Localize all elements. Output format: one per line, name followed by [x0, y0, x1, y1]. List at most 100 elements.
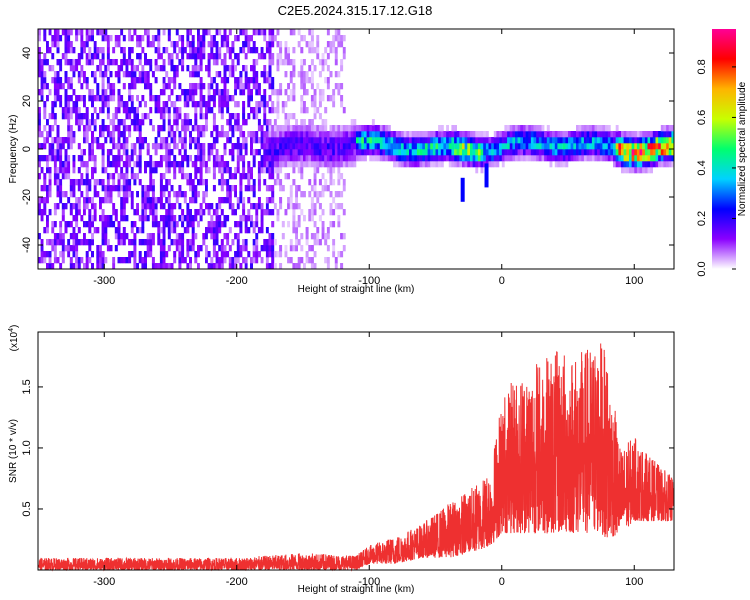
heatmap-cell [456, 161, 460, 168]
heatmap-cell [80, 173, 84, 180]
y-tick-label: 0 [21, 146, 33, 152]
heatmap-cell [159, 227, 163, 234]
heatmap-cell [464, 131, 468, 138]
heatmap-cell [202, 209, 206, 216]
heatmap-cell [342, 209, 346, 216]
heatmap-cell [191, 179, 195, 186]
heatmap-cell [125, 65, 129, 72]
heatmap-cell [48, 29, 52, 36]
heatmap-cell [228, 137, 232, 144]
heatmap-cell [167, 77, 171, 84]
heatmap-cell [395, 149, 399, 156]
heatmap-cell [101, 47, 105, 54]
heatmap-cell [167, 191, 171, 198]
heatmap-cell [138, 257, 142, 264]
heatmap-cell [560, 143, 563, 150]
heatmap-cell [67, 245, 71, 252]
heatmap-cell [173, 155, 177, 162]
heatmap-cell [255, 251, 259, 258]
heatmap-cell [448, 161, 452, 168]
heatmap-cell [210, 233, 214, 240]
heatmap-cell [61, 113, 65, 120]
heatmap-cell [512, 125, 516, 132]
heatmap-cell [144, 251, 147, 258]
heatmap-cell [197, 53, 200, 60]
heatmap-cell [130, 173, 134, 180]
heatmap-cell [321, 227, 325, 234]
heatmap-cell [114, 167, 118, 174]
heatmap-cell [133, 221, 137, 228]
heatmap-cell [273, 179, 277, 186]
heatmap-cell [273, 131, 277, 138]
heatmap-cell [167, 245, 171, 252]
heatmap-cell [631, 131, 635, 138]
y-tick-label: 0.5 [21, 501, 33, 516]
heatmap-cell [279, 161, 283, 168]
snr-panel: -300 -200 -100 0 100 0.51.01.5 Height of str… [8, 325, 675, 595]
heatmap-cell [493, 143, 497, 150]
heatmap-cell [263, 77, 267, 84]
heatmap-cell [530, 143, 534, 150]
heatmap-cell [133, 77, 137, 84]
heatmap-cell [83, 137, 86, 144]
heatmap-cell [671, 161, 675, 168]
heatmap-cell [289, 191, 293, 198]
heatmap-cell [297, 149, 301, 156]
heatmap-cell [141, 137, 145, 144]
heatmap-cell [46, 239, 49, 246]
heatmap-cell [159, 173, 163, 180]
heatmap-cell [170, 209, 174, 216]
heatmap-cell [40, 77, 44, 84]
heatmap-cell [99, 263, 102, 270]
heatmap-cell [183, 173, 187, 180]
heatmap-cell [300, 257, 304, 264]
heatmap-cell [271, 101, 275, 108]
heatmap-cell [509, 149, 513, 156]
heatmap-cell [409, 161, 412, 168]
heatmap-cell [284, 113, 288, 120]
heatmap-cell [93, 191, 97, 198]
heatmap-cell [318, 191, 322, 198]
heatmap-cell [464, 137, 468, 144]
heatmap-cell [313, 173, 317, 180]
heatmap-cell [125, 197, 129, 204]
heatmap-cell [56, 239, 60, 246]
heatmap-cell [202, 149, 206, 156]
heatmap-cell [69, 107, 73, 114]
heatmap-cell [80, 119, 84, 126]
heatmap-cell [629, 149, 632, 156]
heatmap-cell [257, 227, 261, 234]
heatmap-cell [189, 95, 192, 102]
heatmap-cell [114, 227, 118, 234]
heatmap-cell [281, 137, 285, 144]
heatmap-cell [149, 59, 153, 66]
heatmap-cell [281, 107, 285, 114]
heatmap-cell [181, 89, 185, 96]
heatmap-cell [64, 191, 68, 198]
heatmap-cell [276, 155, 280, 162]
heatmap-cell [247, 35, 251, 42]
heatmap-cell [446, 137, 449, 144]
heatmap-cell [199, 245, 203, 252]
heatmap-cell [350, 149, 354, 156]
heatmap-cell [157, 161, 161, 168]
heatmap-cell [562, 143, 566, 150]
heatmap-cell [165, 149, 169, 156]
heatmap-cell [223, 41, 227, 48]
heatmap-cell [318, 215, 322, 222]
heatmap-cell [72, 59, 76, 66]
heatmap-cell [615, 125, 619, 132]
heatmap-cell [46, 191, 49, 198]
heatmap-cell [589, 137, 593, 144]
heatmap-cell [226, 161, 230, 168]
heatmap-cell [279, 59, 283, 66]
heatmap-cell [385, 149, 389, 156]
heatmap-cell [342, 125, 346, 132]
heatmap-cell [122, 107, 126, 114]
heatmap-cell [257, 167, 261, 174]
heatmap-cell [194, 83, 198, 90]
heatmap-cell [197, 191, 200, 198]
heatmap-cell [104, 167, 108, 174]
heatmap-cell [255, 47, 259, 54]
heatmap-cell [613, 143, 616, 150]
